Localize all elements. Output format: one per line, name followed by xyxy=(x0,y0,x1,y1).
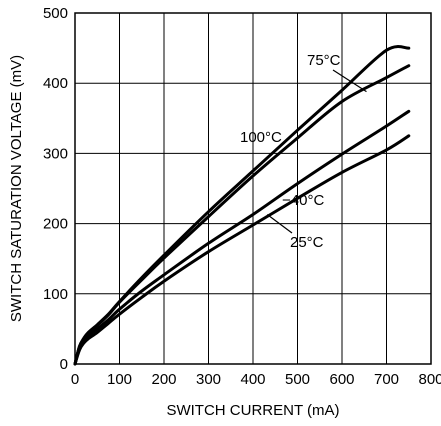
x-tick-label: 800 xyxy=(418,371,441,388)
annotation-leader xyxy=(332,69,367,93)
y-tick-label: 400 xyxy=(43,75,68,92)
annotation-leader xyxy=(266,213,293,234)
plot-frame xyxy=(74,12,432,365)
series-line-2 xyxy=(73,109,411,366)
series-line-1 xyxy=(73,64,411,366)
x-tick-label: 500 xyxy=(285,371,310,388)
x-tick-label: 600 xyxy=(329,371,354,388)
series-annotations: 75°C 100°C −40°C 25°C xyxy=(240,52,367,251)
x-tick-label: 400 xyxy=(240,371,265,388)
y-tick-label: 300 xyxy=(43,145,68,162)
x-tick-label: 0 xyxy=(71,371,79,388)
y-tick-label: 200 xyxy=(43,216,68,233)
series-lines xyxy=(73,45,411,366)
x-tick-label: 300 xyxy=(196,371,221,388)
series-annotation-label: −40°C xyxy=(282,192,324,209)
y-tick-label: 100 xyxy=(43,286,68,303)
series-annotation-label: 25°C xyxy=(290,234,324,251)
tick-labels: 0 100 200 300 400 500 600 700 800 0 100 200 300 400 50… xyxy=(43,5,441,388)
x-tick-label: 200 xyxy=(151,371,176,388)
grid xyxy=(75,13,431,364)
series-line-0 xyxy=(73,45,411,366)
x-tick-label: 100 xyxy=(107,371,132,388)
series-line-3 xyxy=(73,134,411,366)
y-axis-label: SWITCH SATURATION VOLTAGE (mV) xyxy=(8,55,25,322)
y-tick-label: 0 xyxy=(60,356,68,373)
x-tick-label: 700 xyxy=(374,371,399,388)
y-tick-label: 500 xyxy=(43,5,68,22)
x-axis-label: SWITCH CURRENT (mA) xyxy=(166,402,339,419)
series-annotation-label: 75°C xyxy=(307,52,341,69)
series-annotation-label: 100°C xyxy=(240,129,282,146)
